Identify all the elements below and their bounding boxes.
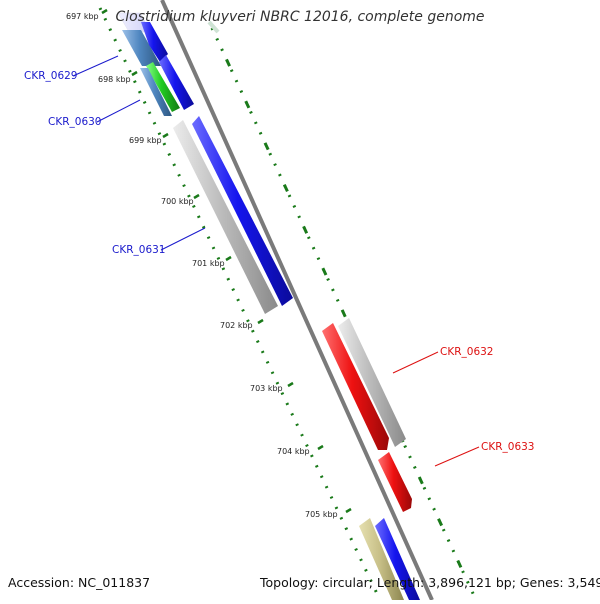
feature-blue-bottom[interactable] [375,518,420,600]
ruler-tick-mark [225,255,232,262]
gene-label-CKR_0629[interactable]: CKR_0629 [24,70,77,82]
feature-khaki-bottom[interactable] [359,518,404,600]
page-title: Clostridium kluyveri NBRC 12016, complet… [115,9,485,25]
genome-summary: Topology: circular; Length: 3,896,121 bp… [260,575,600,590]
ruler-tick-label: 701 kbp [192,259,225,268]
ruler-tick-mark [193,193,200,200]
gene-CKR_0630-rna[interactable] [146,62,180,112]
ruler-tick-label: 700 kbp [161,197,194,206]
gene-labels: CKR_0629 CKR_0630 CKR_0631 CKR_0632 CKR_0633 [24,55,534,467]
gene-label-CKR_0632[interactable]: CKR_0632 [440,346,493,358]
outer-ruler-dashes [210,27,478,601]
ruler-ticks: 697 kbp 698 kbp 699 kbp 700 kbp 701 kbp 702 k… [66,8,352,519]
gene-label-leader-CKR_0632 [392,351,439,374]
gene-CKR_0631-cds[interactable] [192,116,293,306]
ruler-tick-mark [287,381,294,388]
ruler-tick-mark [257,318,264,325]
faded-feature [207,20,220,34]
gene-label-leader-CKR_0631 [160,227,206,251]
genome-backbone [160,0,434,601]
ruler-tick-mark [317,444,324,451]
ruler-tick-mark [345,507,352,514]
gene-label-leader-CKR_0633 [434,446,480,467]
gene-label-leader-CKR_0629 [72,55,119,77]
inner-ruler-dots [98,7,382,601]
ruler-tick-label: 699 kbp [129,136,162,145]
ruler-tick-label: 705 kbp [305,510,338,519]
ruler-tick-mark [131,70,138,77]
gene-CKR_0630-cds[interactable] [159,55,194,110]
gene-label-leader-CKR_0630 [96,99,141,123]
gene-CKR_0629-shape[interactable] [122,30,161,66]
gene-CKR_0630-shape[interactable] [140,68,172,116]
ruler-tick-label: 698 kbp [98,75,131,84]
outer-ruler-dots [210,27,478,601]
ruler-tick-mark [162,132,169,139]
gene-label-CKR_0630[interactable]: CKR_0630 [48,116,101,128]
ruler-tick-label: 704 kbp [277,447,310,456]
gene-label-CKR_0633[interactable]: CKR_0633 [481,441,534,453]
ruler-tick-mark [101,8,108,15]
gene-label-CKR_0631[interactable]: CKR_0631 [112,244,165,256]
accession-text: Accession: NC_011837 [8,575,151,590]
gene-CKR_0632-pseudo[interactable] [338,318,406,447]
ruler-tick-label: 703 kbp [250,384,283,393]
gene-CKR_0631-pseudo[interactable] [173,120,278,314]
gene-CKR_0629-cds[interactable] [141,22,168,62]
ruler-tick-label: 702 kbp [220,321,253,330]
gene-CKR_0632-cds[interactable] [322,323,389,450]
gene-CKR_0633-cds[interactable] [378,452,412,512]
ruler-tick-label: 697 kbp [66,12,99,21]
